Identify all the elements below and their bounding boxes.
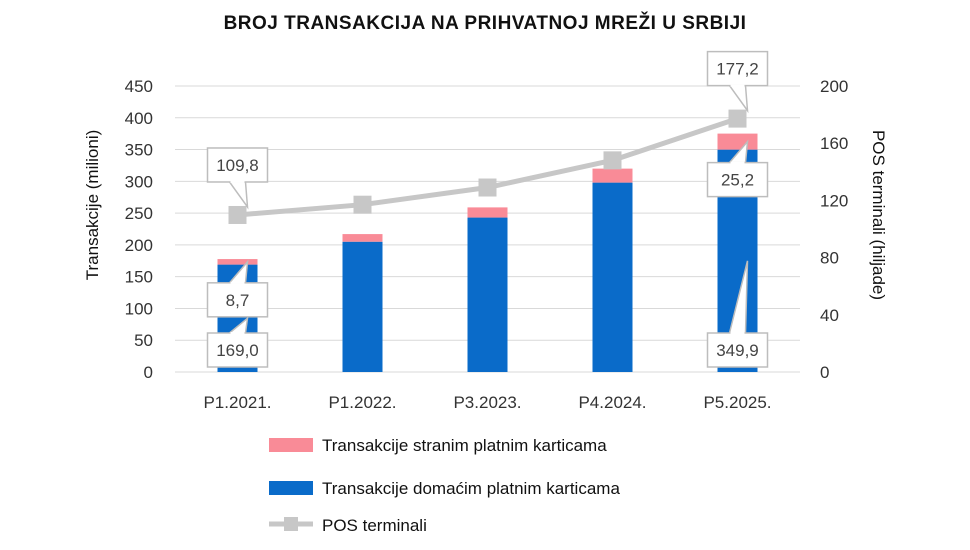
legend-label-domestic: Transakcije domaćim platnim karticama (322, 479, 620, 498)
y-tick-label: 250 (125, 204, 153, 223)
bar-segment (717, 133, 758, 150)
y2-tick-label: 160 (820, 134, 848, 153)
y2-tick-label: 0 (820, 363, 829, 382)
pos-line-marker (478, 178, 497, 197)
bar-segment (342, 241, 383, 372)
y-tick-label: 400 (125, 109, 153, 128)
pos-line-path (237, 116, 739, 218)
pos-line-marker (353, 195, 372, 214)
x-tick-label: P1.2022. (328, 393, 396, 412)
y2-tick-label: 200 (820, 77, 848, 96)
callout-box (706, 332, 769, 368)
bar-segment (592, 182, 633, 372)
pos-line-marker (228, 205, 247, 224)
left-axis-ticks: 0 50 100 150 200 250 300 350 400 450 (125, 77, 153, 382)
bar-segment (592, 168, 633, 183)
legend-item-domestic: Transakcije domaćim platnim karticama (269, 479, 620, 498)
callouts: 109,8 177,2 8,7 25,2 169,0 349,9 (206, 50, 769, 368)
bars (217, 133, 758, 372)
callout-pointer (228, 181, 249, 210)
data-callout: 109,8 (206, 147, 269, 210)
y-tick-label: 150 (125, 268, 153, 287)
data-callout: 349,9 (706, 260, 769, 368)
x-tick-label: P4.2024. (578, 393, 646, 412)
callout-label: 25,2 (721, 171, 754, 190)
bar-segment (342, 234, 383, 242)
data-callout: 177,2 (706, 50, 769, 114)
y-tick-label: 350 (125, 141, 153, 160)
y-tick-label: 450 (125, 77, 153, 96)
legend: Transakcije stranim platnim karticama Tr… (269, 436, 620, 535)
x-tick-label: P1.2021. (203, 393, 271, 412)
legend-label-pos: POS terminali (322, 516, 427, 535)
data-callout: 25,2 (706, 139, 769, 198)
callout-label: 8,7 (226, 291, 250, 310)
callout-box (206, 282, 269, 318)
legend-item-foreign: Transakcije stranim platnim karticama (269, 436, 607, 455)
callout-box (706, 161, 769, 198)
y2-tick-label: 120 (820, 191, 848, 210)
pos-line (228, 109, 747, 224)
callout-box (706, 50, 769, 87)
chart-title: BROJ TRANSAKCIJA NA PRIHVATNOJ MREŽI U S… (224, 12, 747, 34)
bar-segment (467, 217, 508, 372)
bar-segment (217, 259, 258, 265)
data-callout: 169,0 (206, 316, 269, 368)
y-tick-label: 50 (134, 331, 153, 350)
legend-swatch-foreign (269, 438, 313, 452)
callout-label: 109,8 (216, 156, 259, 175)
bar-segment (467, 207, 508, 218)
y-tick-label: 200 (125, 236, 153, 255)
legend-marker-pos (284, 517, 298, 531)
legend-swatch-domestic (269, 481, 313, 495)
data-callout: 8,7 (206, 259, 269, 318)
callout-label: 169,0 (216, 341, 259, 360)
right-axis-label: POS terminali (hiljade) (869, 130, 888, 300)
pos-line-marker (728, 109, 747, 128)
y-tick-label: 300 (125, 172, 153, 191)
left-axis-label: Transakcije (milioni) (83, 130, 102, 281)
legend-item-pos: POS terminali (269, 516, 427, 535)
legend-label-foreign: Transakcije stranim platnim karticama (322, 436, 607, 455)
y2-tick-label: 80 (820, 249, 839, 268)
pos-line-marker (603, 151, 622, 170)
y-tick-label: 100 (125, 299, 153, 318)
right-axis-ticks: 0 40 80 120 160 200 (820, 77, 848, 382)
callout-label: 177,2 (716, 60, 759, 79)
y-tick-label: 0 (144, 363, 153, 382)
x-tick-label: P3.2023. (453, 393, 521, 412)
callout-label: 349,9 (716, 341, 759, 360)
x-tick-label: P5.2025. (703, 393, 771, 412)
y2-tick-label: 40 (820, 306, 839, 325)
callout-box (206, 147, 269, 183)
callout-pointer (728, 84, 749, 114)
x-axis-ticks: P1.2021. P1.2022. P3.2023. P4.2024. P5.2025. (203, 393, 771, 412)
